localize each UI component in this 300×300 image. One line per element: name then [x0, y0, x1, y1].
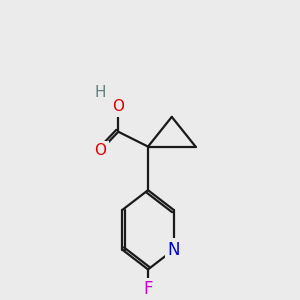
Text: H: H	[95, 85, 106, 100]
Text: O: O	[112, 100, 124, 115]
Text: O: O	[94, 143, 106, 158]
Text: N: N	[167, 241, 180, 259]
Text: F: F	[143, 280, 153, 298]
